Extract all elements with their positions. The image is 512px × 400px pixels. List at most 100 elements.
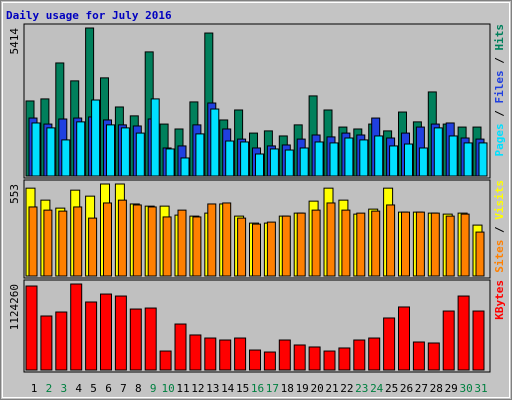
legend-separator: / bbox=[493, 51, 506, 71]
x-tick-label: 10 bbox=[161, 382, 174, 395]
bar bbox=[329, 142, 339, 177]
legend-entry: Pages bbox=[493, 123, 506, 156]
legend: Sites / Visits bbox=[493, 180, 506, 273]
x-tick-label: 24 bbox=[370, 382, 384, 395]
x-tick-label: 13 bbox=[206, 382, 219, 395]
bar bbox=[255, 153, 264, 177]
legend: Pages / Files / Hits bbox=[493, 24, 506, 157]
bar bbox=[129, 308, 142, 371]
y-tick-label: 5414 bbox=[8, 28, 21, 55]
bar bbox=[177, 209, 187, 277]
bar bbox=[207, 203, 217, 277]
x-tick-label: 30 bbox=[459, 382, 472, 395]
bar bbox=[463, 142, 473, 177]
x-tick-label: 9 bbox=[150, 382, 157, 395]
x-tick-label: 4 bbox=[75, 382, 82, 395]
x-tick-label: 5 bbox=[90, 382, 97, 395]
legend-entry: KBytes bbox=[493, 280, 506, 320]
bar bbox=[165, 148, 175, 177]
bar bbox=[412, 341, 425, 371]
bar bbox=[314, 141, 324, 177]
x-tick-label: 17 bbox=[266, 382, 279, 395]
bar bbox=[415, 211, 425, 277]
x-tick-label: 12 bbox=[191, 382, 204, 395]
bar bbox=[386, 204, 396, 277]
bar bbox=[240, 141, 250, 177]
legend-separator: / bbox=[493, 104, 506, 124]
x-tick-label: 14 bbox=[221, 382, 235, 395]
bar bbox=[28, 206, 38, 277]
bar bbox=[70, 283, 83, 371]
chart-title: Daily usage for July 2016 bbox=[6, 9, 172, 22]
bar bbox=[85, 301, 98, 371]
y-tick-label: 1124260 bbox=[8, 284, 21, 330]
x-tick-label: 19 bbox=[296, 382, 309, 395]
x-tick-label: 20 bbox=[310, 382, 323, 395]
x-tick-label: 1 bbox=[31, 382, 38, 395]
legend-entry: Files bbox=[493, 70, 506, 103]
x-tick-label: 3 bbox=[60, 382, 67, 395]
bar bbox=[73, 206, 83, 277]
bar bbox=[234, 337, 247, 371]
bar bbox=[106, 124, 115, 177]
x-tick-label: 21 bbox=[325, 382, 338, 395]
legend-entry: Sites bbox=[493, 240, 506, 273]
bar bbox=[472, 310, 485, 371]
bar bbox=[147, 206, 157, 277]
bar bbox=[448, 135, 458, 177]
bar bbox=[353, 339, 366, 371]
x-tick-label: 11 bbox=[176, 382, 189, 395]
bar bbox=[252, 223, 261, 277]
bar bbox=[371, 210, 381, 277]
bar bbox=[445, 215, 455, 277]
bar bbox=[478, 142, 488, 177]
bar bbox=[100, 293, 112, 371]
bar bbox=[368, 337, 381, 371]
x-tick-label: 7 bbox=[120, 382, 127, 395]
bar bbox=[58, 210, 68, 277]
bar bbox=[219, 339, 232, 371]
bar bbox=[383, 317, 396, 371]
bar bbox=[120, 127, 130, 177]
bar bbox=[144, 307, 157, 371]
x-tick-label: 26 bbox=[400, 382, 413, 395]
bar bbox=[263, 351, 276, 371]
bar bbox=[430, 212, 440, 277]
x-tick-label: 31 bbox=[474, 382, 487, 395]
legend-separator: / bbox=[493, 220, 506, 240]
bar bbox=[159, 350, 172, 371]
bar bbox=[237, 217, 247, 277]
bar bbox=[55, 311, 68, 371]
bar bbox=[427, 342, 440, 371]
bar bbox=[31, 122, 41, 177]
x-tick-label: 2 bbox=[46, 382, 53, 395]
x-tick-label: 6 bbox=[105, 382, 112, 395]
bar bbox=[180, 157, 190, 177]
bar bbox=[460, 213, 470, 277]
bar bbox=[404, 143, 413, 177]
bar bbox=[103, 202, 112, 277]
y-tick-label: 553 bbox=[8, 184, 21, 204]
bar bbox=[281, 215, 291, 277]
bar bbox=[433, 127, 443, 177]
bar bbox=[299, 147, 309, 177]
bar bbox=[284, 149, 294, 177]
bar bbox=[359, 139, 369, 177]
x-tick-label: 27 bbox=[415, 382, 428, 395]
bar bbox=[88, 217, 98, 277]
legend: KBytes bbox=[493, 280, 506, 320]
bar bbox=[389, 145, 399, 177]
bar bbox=[326, 202, 336, 277]
bar bbox=[189, 334, 202, 371]
bar bbox=[269, 148, 279, 177]
bar bbox=[25, 285, 38, 371]
bar bbox=[278, 339, 291, 371]
bar bbox=[266, 221, 276, 277]
bar bbox=[91, 99, 101, 177]
bar bbox=[308, 346, 321, 371]
x-tick-label: 23 bbox=[355, 382, 368, 395]
bar bbox=[418, 147, 428, 177]
bar bbox=[344, 137, 354, 177]
